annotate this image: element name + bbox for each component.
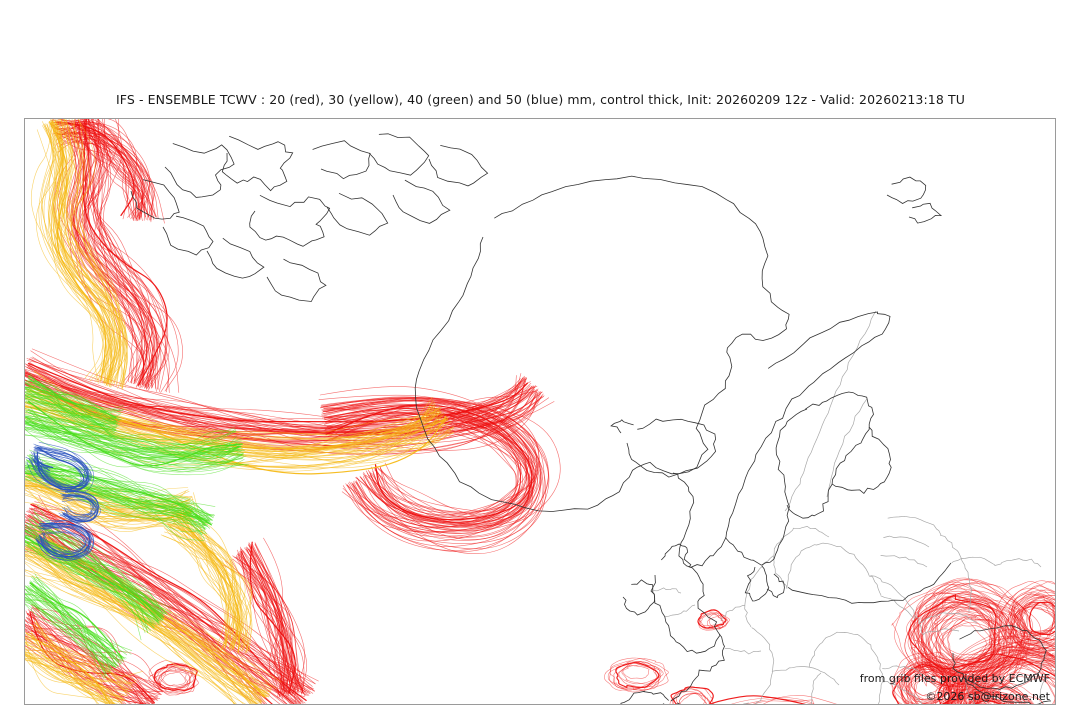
map-frame[interactable] (24, 118, 1056, 705)
map-canvas[interactable] (25, 119, 1055, 704)
ensemble-contours-20mm (25, 119, 1055, 704)
page-title: IFS - ENSEMBLE TCWV : 20 (red), 30 (yell… (116, 92, 965, 107)
coastlines (130, 133, 1052, 704)
ensemble-contours-40mm (25, 373, 249, 679)
country-borders (653, 310, 1046, 704)
source-credit: from grib files provided by ECMWF (859, 672, 1050, 685)
ensemble-contours-50mm (25, 441, 101, 561)
copyright-credit: ©2026 sb@irizone.net (925, 690, 1050, 703)
